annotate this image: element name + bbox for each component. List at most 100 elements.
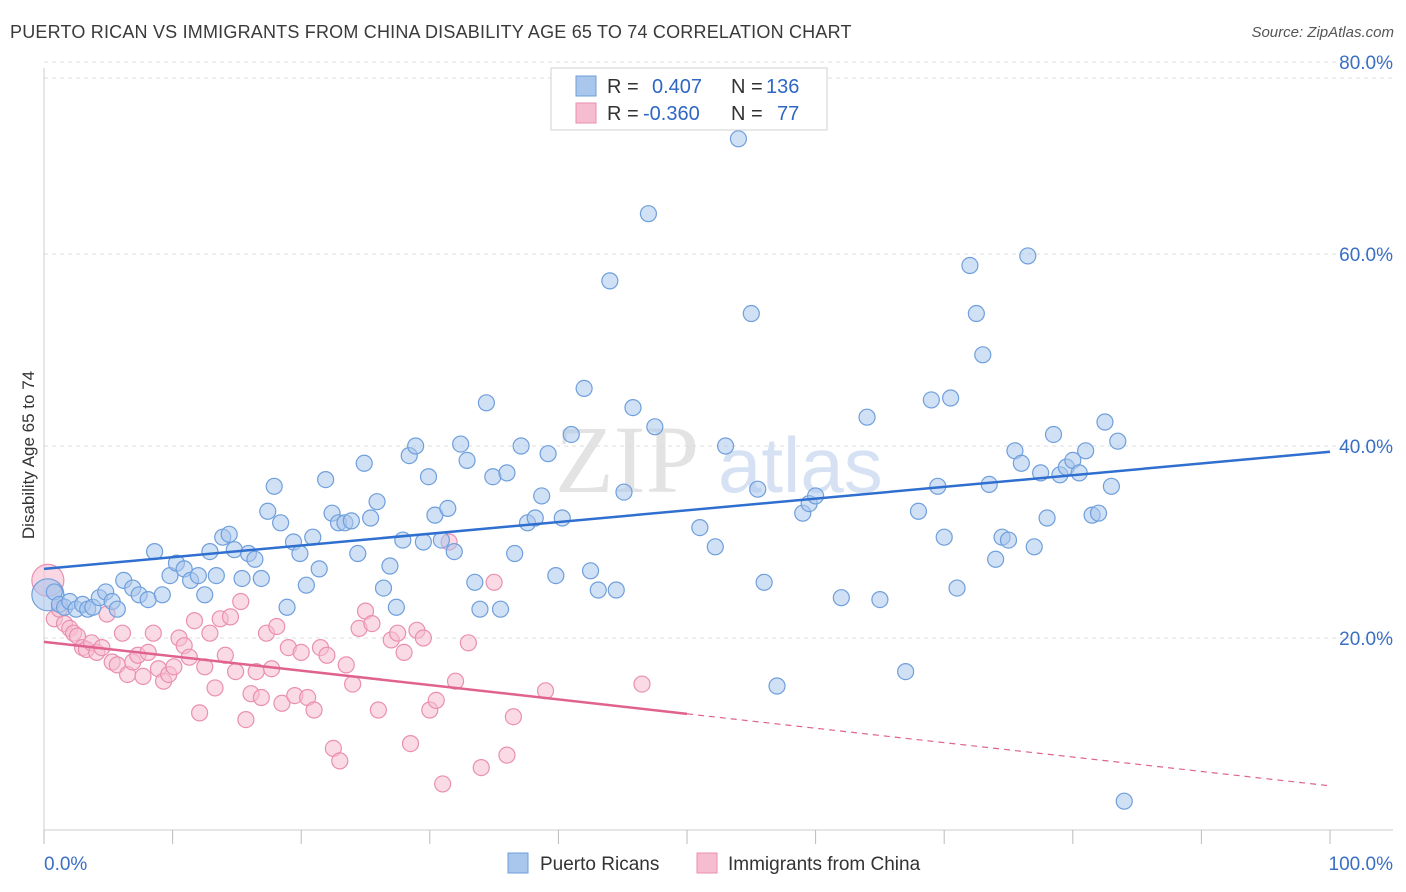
puerto-ricans-point xyxy=(278,598,296,616)
puerto-ricans-point xyxy=(387,598,405,616)
bottom-legend: Puerto Ricans Immigrants from China xyxy=(507,852,921,875)
puerto-ricans-point xyxy=(691,518,709,537)
puerto-ricans-point xyxy=(498,464,516,482)
legend-r-label-2: R = xyxy=(607,103,639,125)
puerto-ricans-point xyxy=(207,566,225,585)
puerto-ricans-point xyxy=(706,538,724,556)
puerto-ricans-point xyxy=(742,304,760,323)
immigrants-from-china-point xyxy=(427,691,445,710)
trend-line-immigrants-from-china-extension xyxy=(686,713,1331,787)
immigrants-from-china-point xyxy=(363,614,381,633)
x-tick-label-max: 100.0% xyxy=(1329,854,1394,875)
puerto-ricans-point xyxy=(1115,792,1133,810)
immigrants-from-china-point xyxy=(369,701,387,719)
immigrants-from-china-point xyxy=(337,656,355,674)
axes xyxy=(43,68,1393,844)
puerto-ricans-point xyxy=(471,600,489,618)
puerto-ricans-point xyxy=(755,573,773,591)
immigrants-from-china-point xyxy=(252,688,270,707)
puerto-ricans-point xyxy=(942,389,960,407)
immigrants-from-china-point xyxy=(165,658,183,676)
puerto-ricans-point xyxy=(491,600,510,618)
trend-line-immigrants-from-china xyxy=(43,640,688,716)
immigrants-from-china-point xyxy=(498,746,516,764)
puerto-ricans-point xyxy=(533,487,551,505)
puerto-ricans-point xyxy=(562,425,580,444)
puerto-ricans-point xyxy=(581,562,600,580)
puerto-ricans-point xyxy=(999,531,1018,549)
puerto-ricans-point xyxy=(935,528,953,546)
puerto-ricans-point xyxy=(646,418,664,436)
puerto-ricans-point xyxy=(922,391,940,409)
puerto-ricans-point xyxy=(1038,509,1056,527)
puerto-ricans-point xyxy=(526,509,544,527)
puerto-ricans-point xyxy=(1102,477,1120,495)
immigrants-from-china-point xyxy=(344,675,362,693)
puerto-ricans-point xyxy=(624,399,642,417)
legend-r-value-1: 0.407 xyxy=(652,76,702,98)
puerto-ricans-point xyxy=(419,468,438,486)
immigrants-from-china-point xyxy=(191,704,209,722)
series-puerto-ricans xyxy=(31,130,1133,810)
puerto-ricans-point xyxy=(716,437,735,455)
puerto-ricans-point xyxy=(368,493,386,511)
immigrants-from-china-point xyxy=(485,573,503,591)
puerto-ricans-point xyxy=(466,573,484,591)
puerto-ricans-point xyxy=(967,304,985,323)
puerto-ricans-point xyxy=(452,435,470,453)
puerto-ricans-point xyxy=(1077,442,1095,460)
immigrants-from-china-point xyxy=(227,662,245,681)
immigrants-from-china-point xyxy=(185,612,204,630)
puerto-ricans-point xyxy=(806,487,825,505)
puerto-ricans-point xyxy=(768,677,786,695)
puerto-ricans-point xyxy=(1019,247,1037,265)
legend-n-label-1: N = xyxy=(731,76,763,98)
puerto-ricans-point xyxy=(189,566,207,585)
bottom-legend-label-2: Immigrants from China xyxy=(728,854,921,875)
immigrants-from-china-point xyxy=(113,624,132,642)
puerto-ricans-point xyxy=(414,533,432,551)
legend-box: R = 0.407 N = 136 R = -0.360 N = 77 xyxy=(550,67,828,131)
trend-lines xyxy=(43,450,1331,787)
y-tick-label: 20.0% xyxy=(1339,629,1393,650)
legend-n-value-1: 136 xyxy=(766,76,799,98)
puerto-ricans-point xyxy=(445,542,463,561)
immigrants-from-china-point xyxy=(273,694,291,712)
y-tick-label: 80.0% xyxy=(1339,53,1393,74)
puerto-ricans-point xyxy=(1089,504,1108,522)
y-tick-label: 60.0% xyxy=(1339,245,1393,266)
immigrants-from-china-point xyxy=(395,643,413,662)
immigrants-from-china-point xyxy=(633,675,651,693)
immigrants-from-china-point xyxy=(134,667,152,686)
puerto-ricans-point xyxy=(601,272,619,290)
puerto-ricans-point xyxy=(233,569,251,588)
legend-n-value-2: 77 xyxy=(777,103,799,125)
puerto-ricans-point xyxy=(639,205,658,223)
bottom-legend-label-1: Puerto Ricans xyxy=(540,854,659,875)
puerto-ricans-point xyxy=(196,586,214,604)
immigrants-from-china-point xyxy=(292,643,310,662)
puerto-ricans-point xyxy=(220,525,238,543)
puerto-ricans-point xyxy=(607,581,625,599)
puerto-ricans-point xyxy=(342,512,360,530)
puerto-ricans-point xyxy=(589,581,607,599)
y-axis-title: Disability Age 65 to 74 xyxy=(19,371,38,539)
immigrants-from-china-point xyxy=(331,752,349,770)
puerto-ricans-point xyxy=(374,579,393,597)
puerto-ricans-point xyxy=(484,468,502,486)
immigrants-from-china-point xyxy=(201,624,219,642)
puerto-ricans-point xyxy=(897,662,915,681)
puerto-ricans-point xyxy=(349,544,367,563)
puerto-ricans-point xyxy=(252,569,270,588)
puerto-ricans-point xyxy=(297,576,315,594)
immigrants-from-china-point xyxy=(268,617,286,636)
puerto-ricans-point xyxy=(506,544,524,563)
puerto-ricans-point xyxy=(539,445,557,463)
puerto-ricans-point xyxy=(858,408,876,426)
source-label: Source: ZipAtlas.com xyxy=(1251,24,1394,41)
puerto-ricans-point xyxy=(310,560,328,578)
puerto-ricans-point xyxy=(458,451,476,469)
puerto-ricans-point xyxy=(108,600,126,618)
puerto-ricans-point xyxy=(1025,538,1043,556)
puerto-ricans-point xyxy=(615,483,633,501)
